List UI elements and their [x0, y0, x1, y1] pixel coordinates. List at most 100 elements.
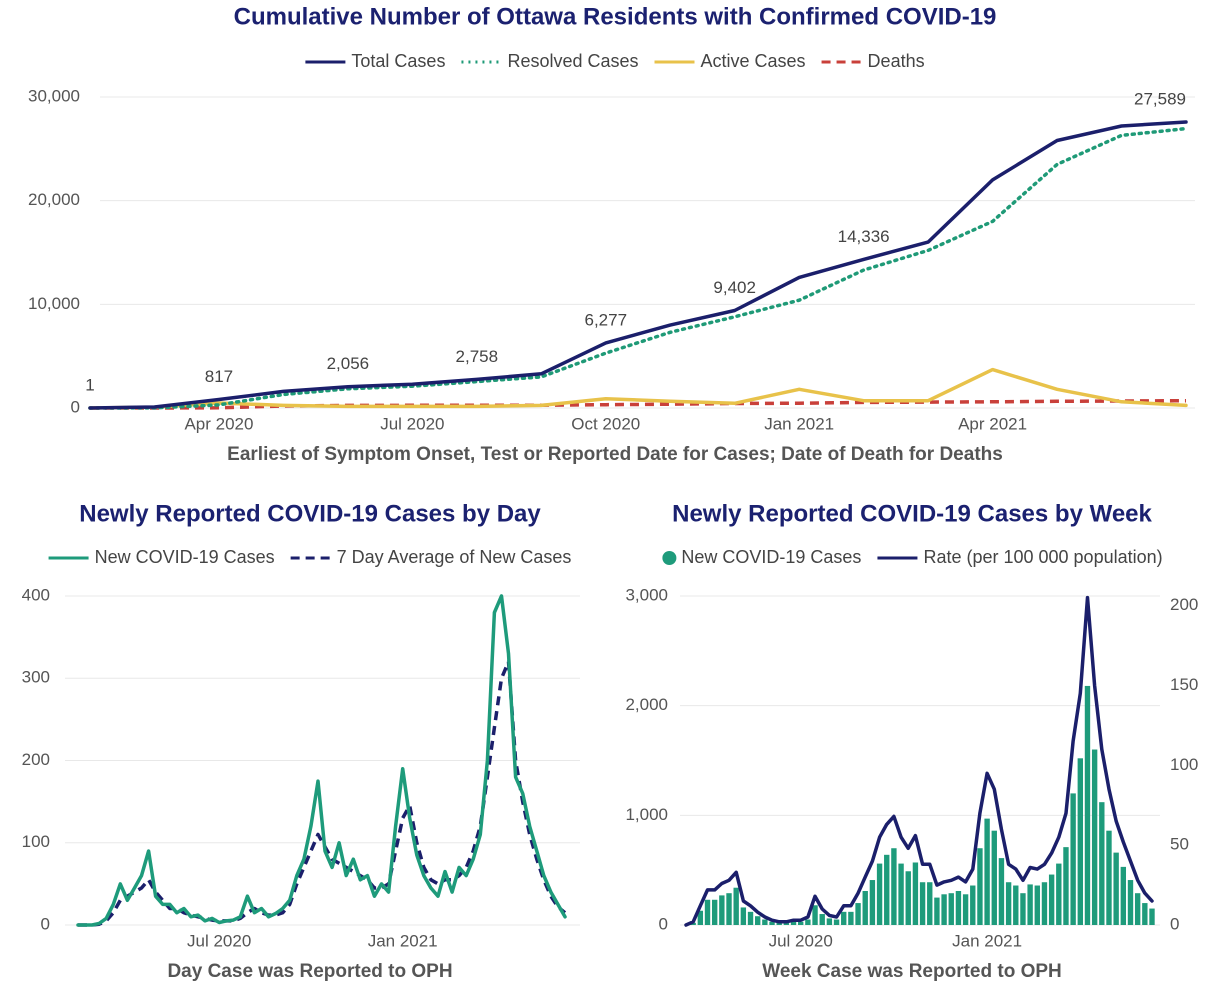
bar: [848, 911, 854, 925]
legend-label: Active Cases: [701, 51, 806, 71]
data-label: 14,336: [838, 227, 890, 246]
bar: [912, 862, 919, 925]
line-series: [88, 126, 1188, 410]
legend-item: Rate (per 100 000 population): [877, 547, 1163, 567]
legend-item: Total Cases: [305, 51, 445, 71]
data-label: 1: [85, 375, 94, 394]
bar: [747, 911, 754, 925]
y-tick-label: 100: [22, 832, 50, 851]
legend: New COVID-19 Cases Rate (per 100 000 popu…: [662, 547, 1163, 567]
bar: [1048, 874, 1055, 925]
x-axis-title: Week Case was Reported to OPH: [762, 961, 1062, 982]
x-tick-label: Jan 2021: [368, 931, 438, 950]
data-label: 2,758: [456, 347, 499, 366]
bar: [1077, 758, 1083, 925]
bar: [776, 922, 782, 925]
bar: [862, 891, 868, 925]
y-tick-label: 10,000: [28, 294, 80, 313]
bar: [798, 921, 804, 925]
bar: [805, 919, 811, 925]
x-tick-label: Oct 2020: [571, 414, 640, 433]
bar: [991, 830, 997, 925]
bar: [719, 895, 725, 925]
bar: [833, 919, 840, 925]
x-tick-label: Jul 2020: [380, 414, 444, 433]
bar: [955, 891, 962, 925]
line-series: [88, 367, 1188, 410]
x-tick-label: Jul 2020: [769, 931, 833, 950]
chart-title: Newly Reported COVID-19 Cases by Day: [79, 500, 541, 527]
y-tick-label: 20,000: [28, 190, 80, 209]
line-series: [76, 594, 567, 927]
bar: [841, 911, 847, 925]
bar: [711, 899, 718, 925]
legend-label: Rate (per 100 000 population): [923, 547, 1162, 567]
bar: [1020, 893, 1026, 925]
legend-label: Total Cases: [351, 51, 445, 71]
bar: [1063, 847, 1069, 925]
chart-title: Cumulative Number of Ottawa Residents wi…: [234, 3, 997, 30]
y-tick-label: 0: [41, 914, 50, 933]
legend-label: Resolved Cases: [507, 51, 638, 71]
bar: [812, 905, 818, 925]
bar: [855, 903, 861, 925]
x-tick-label: Apr 2021: [958, 414, 1027, 433]
bar: [1134, 893, 1141, 925]
x-tick-label: Jan 2021: [952, 931, 1022, 950]
bar: [826, 918, 833, 925]
bar: [1091, 749, 1098, 925]
y2-tick-label: 150: [1170, 675, 1198, 694]
y-tick-label: 0: [71, 397, 80, 416]
bar: [733, 887, 739, 925]
legend: Total Cases Resolved Cases Active Cases Dea…: [305, 51, 925, 71]
x-tick-label: Jul 2020: [187, 931, 251, 950]
data-label: 2,056: [327, 354, 370, 373]
bar: [1013, 885, 1019, 925]
y-tick-label: 300: [22, 668, 50, 687]
bar: [898, 863, 904, 925]
bar: [919, 882, 926, 925]
bar: [1034, 885, 1040, 925]
x-axis-title: Earliest of Symptom Onset, Test or Repor…: [227, 444, 1003, 465]
legend-marker: [662, 551, 677, 565]
y2-tick-label: 0: [1170, 914, 1179, 933]
legend-label: Deaths: [868, 51, 925, 71]
legend-item: New COVID-19 Cases: [662, 547, 861, 567]
bar: [819, 914, 825, 925]
bar: [984, 818, 990, 925]
legend-item: New COVID-19 Cases: [48, 547, 275, 567]
bar: [1142, 903, 1148, 925]
bar: [998, 858, 1005, 925]
bar: [1127, 880, 1134, 925]
bar: [690, 922, 696, 925]
y-tick-label: 200: [22, 750, 50, 769]
bar: [740, 907, 747, 925]
y-tick-label: 1,000: [625, 805, 668, 824]
legend: New COVID-19 Cases 7 Day Average of New C…: [48, 547, 572, 567]
y-tick-label: 30,000: [28, 86, 80, 105]
y-tick-label: 0: [659, 914, 668, 933]
bar: [941, 894, 947, 925]
bar: [876, 863, 883, 925]
legend-label: New COVID-19 Cases: [95, 547, 275, 567]
legend-label: 7 Day Average of New Cases: [337, 547, 572, 567]
bar: [726, 893, 732, 925]
legend-item: Resolved Cases: [461, 51, 639, 71]
y-tick-label: 3,000: [625, 585, 668, 604]
x-tick-label: Apr 2020: [184, 414, 253, 433]
bar: [934, 897, 940, 925]
bar: [1070, 793, 1076, 925]
bar: [1041, 882, 1048, 925]
bar: [905, 871, 911, 925]
legend-item: 7 Day Average of New Cases: [290, 547, 572, 567]
bar: [762, 919, 768, 925]
bar: [783, 922, 790, 925]
y2-tick-label: 50: [1170, 835, 1189, 854]
bar: [1106, 830, 1112, 925]
bar: [962, 894, 969, 925]
legend-label: New COVID-19 Cases: [681, 547, 861, 567]
x-tick-label: Jan 2021: [764, 414, 834, 433]
data-label: 817: [205, 367, 233, 386]
x-axis-title: Day Case was Reported to OPH: [167, 961, 452, 982]
